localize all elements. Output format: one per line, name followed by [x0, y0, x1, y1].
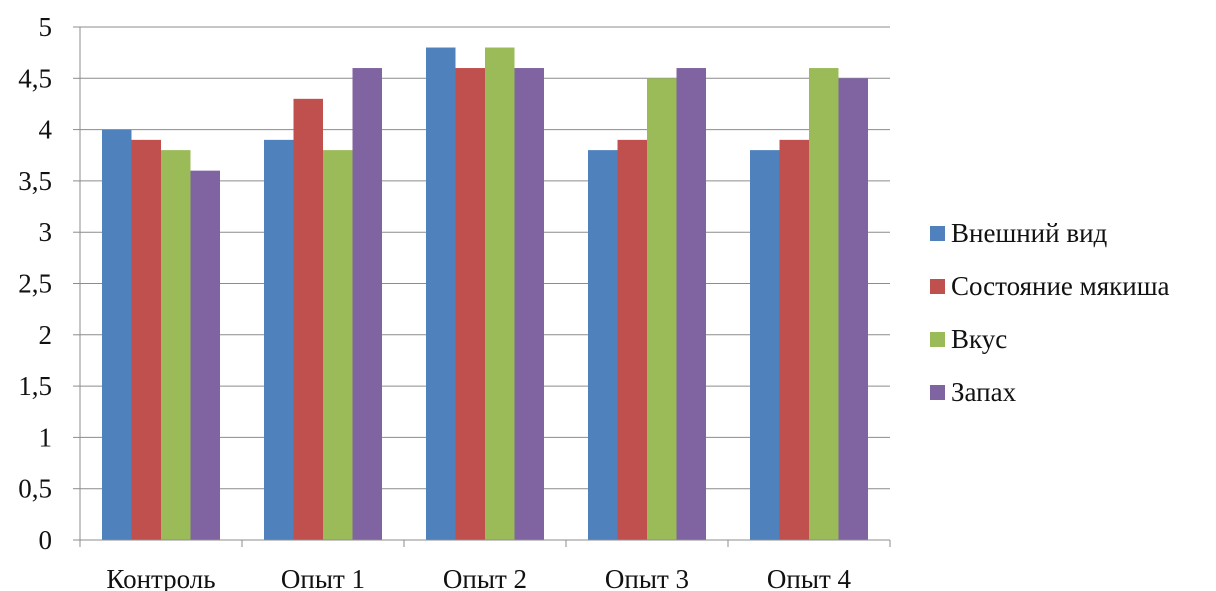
bar — [588, 150, 618, 540]
legend-label: Внешний вид — [951, 218, 1108, 248]
legend-swatch — [930, 385, 945, 400]
legend-label: Запах — [951, 377, 1017, 407]
bar — [323, 150, 353, 540]
bar — [426, 47, 456, 541]
bar — [676, 68, 706, 540]
axes — [73, 27, 891, 547]
bars — [102, 47, 868, 541]
y-tick-label: 0 — [39, 525, 53, 555]
x-tick-label: Опыт 4 — [767, 564, 852, 591]
bar — [102, 129, 132, 540]
bar — [485, 47, 515, 541]
y-tick-label: 2,5 — [18, 269, 52, 299]
bar — [617, 139, 647, 541]
legend-item: Состояние мякиша — [930, 260, 1210, 313]
y-tick-label: 3 — [39, 217, 53, 247]
bar — [190, 170, 220, 540]
legend-item: Внешний вид — [930, 207, 1210, 260]
legend-swatch — [930, 279, 945, 294]
y-tick-labels: 0 0,5 1 1,5 2 2,5 3 3,5 4 4,5 5 — [18, 12, 52, 555]
bar — [161, 150, 191, 540]
x-tick-labels: Контроль Опыт 1 Опыт 2 Опыт 3 Опыт 4 — [106, 564, 851, 591]
y-tick-label: 0,5 — [18, 474, 52, 504]
bar — [750, 150, 780, 540]
bar — [293, 98, 323, 540]
bar — [264, 139, 294, 541]
y-tick-label: 4 — [39, 115, 53, 145]
y-tick-label: 4,5 — [18, 63, 52, 93]
x-tick-label: Опыт 2 — [443, 564, 527, 591]
x-tick-label: Контроль — [106, 564, 215, 591]
bar — [455, 68, 485, 540]
y-tick-label: 1 — [39, 422, 53, 452]
legend-swatch — [930, 226, 945, 241]
bar — [352, 68, 382, 540]
bar — [809, 68, 839, 540]
x-tick-label: Опыт 1 — [281, 564, 365, 591]
y-tick-label: 3,5 — [18, 166, 52, 196]
legend-item: Запах — [930, 366, 1210, 419]
bar — [838, 78, 868, 541]
bar — [514, 68, 544, 540]
bar — [779, 139, 809, 541]
y-tick-label: 1,5 — [18, 371, 52, 401]
legend-swatch — [930, 332, 945, 347]
y-tick-label: 5 — [39, 12, 53, 42]
bar — [647, 78, 677, 541]
y-tick-label: 2 — [39, 320, 53, 350]
legend-label: Состояние мякиша — [951, 271, 1170, 301]
x-tick-label: Опыт 3 — [605, 564, 689, 591]
legend-label: Вкус — [951, 324, 1008, 354]
legend: Внешний вид Состояние мякиша Вкус Запах — [930, 207, 1210, 419]
bar — [131, 139, 161, 541]
legend-item: Вкус — [930, 313, 1210, 366]
